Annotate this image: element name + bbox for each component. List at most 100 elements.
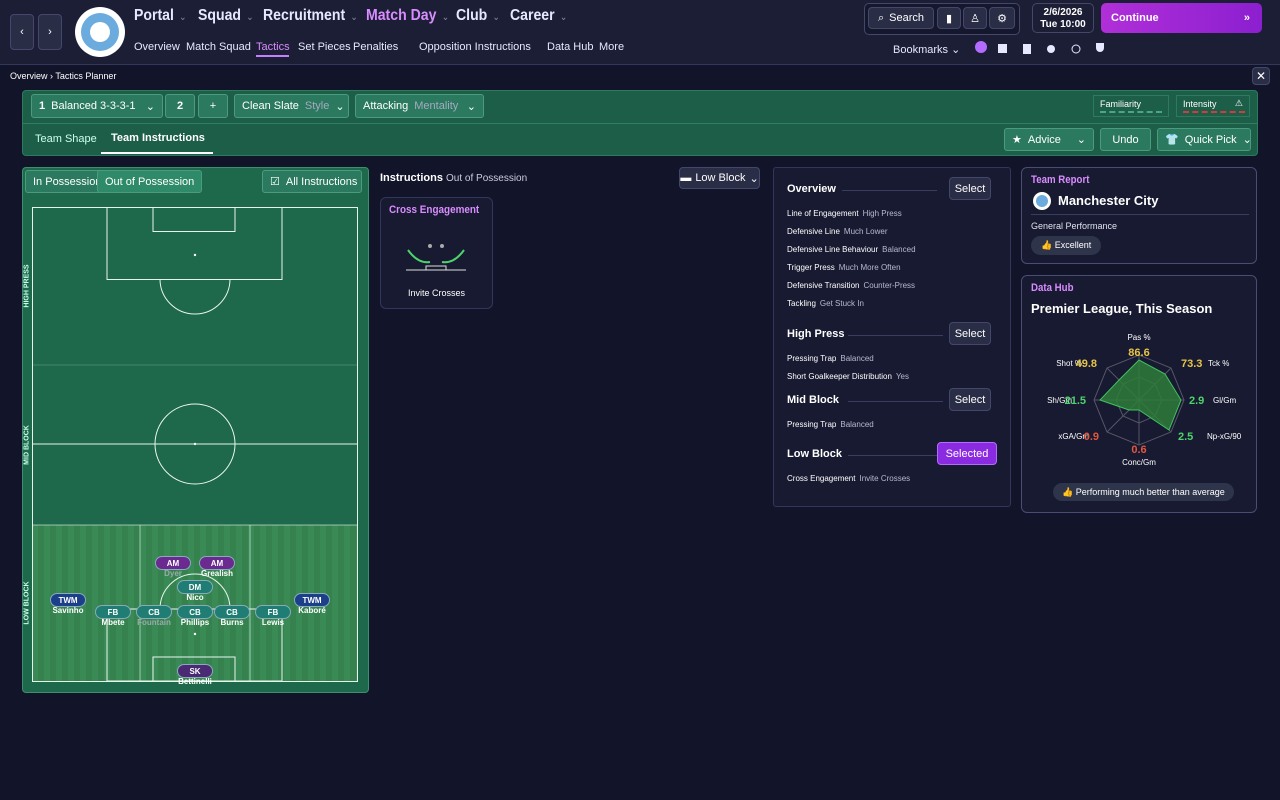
quick-pick-button[interactable]: 👕 Quick Pick ⌄ — [1157, 128, 1252, 151]
breadcrumb: Overview › Tactics Planner — [10, 71, 117, 81]
select-button[interactable]: Select — [949, 177, 991, 200]
instruction-name: Trigger Press — [787, 263, 835, 272]
menu-item[interactable]: Portal ⌄ — [134, 7, 187, 24]
style-select[interactable]: Clean Slate Style ⌄ — [234, 94, 349, 118]
back-button[interactable]: ‹ — [10, 14, 34, 50]
instruction-name: Tackling — [787, 299, 816, 308]
instruction-row: Trigger Press Much More Often — [787, 263, 901, 272]
scout-button[interactable]: ♙ — [963, 7, 987, 29]
bookmarks-label: Bookmarks — [893, 44, 949, 56]
player-role[interactable]: DM — [177, 580, 213, 594]
tactics-underline — [256, 55, 289, 57]
select-button[interactable]: Selected — [937, 442, 997, 465]
submenu-item[interactable]: Data Hub — [547, 41, 594, 53]
player-name: Dyer — [164, 569, 182, 578]
submenu-item[interactable]: Tactics — [256, 41, 290, 53]
submenu-item[interactable]: Match Squad — [186, 41, 251, 53]
player-role[interactable]: AM — [199, 556, 235, 570]
team-name: Manchester City — [1058, 193, 1159, 208]
metric-value: 86.6 — [1128, 347, 1150, 359]
search-button[interactable]: ⌕ Search — [868, 7, 934, 29]
player-name: Lewis — [261, 618, 285, 627]
submenu-item[interactable]: Set Pieces — [298, 41, 351, 53]
undo-button[interactable]: Undo — [1100, 128, 1151, 151]
quick-icons[interactable] — [970, 38, 1110, 60]
tactic-select[interactable]: 1 Balanced 3-3-3-1 ⌄ — [31, 94, 163, 118]
all-instructions-button[interactable]: ☑ All Instructions — [262, 170, 362, 193]
inbox-button[interactable]: ▮ — [937, 7, 961, 29]
team-report-panel — [1021, 167, 1257, 264]
player-role[interactable]: FB — [95, 605, 131, 619]
card-value: Invite Crosses — [407, 288, 466, 298]
advice-button[interactable]: ★ Advice ⌄ — [1004, 128, 1094, 151]
submenu-item[interactable]: More — [599, 41, 625, 53]
metric-label: Tck % — [1208, 359, 1230, 368]
player-role[interactable]: FB — [255, 605, 291, 619]
date: 2/6/2026 — [1043, 7, 1083, 18]
section-title: Overview — [787, 183, 836, 195]
player-role[interactable]: CB — [136, 605, 172, 619]
instruction-row: Line of Engagement High Press — [787, 209, 902, 218]
report-divider — [1031, 214, 1249, 215]
menu-item[interactable]: Career ⌄ — [510, 7, 568, 24]
date-box[interactable]: 2/6/2026 Tue 10:00 — [1032, 3, 1094, 33]
metric-value: 0.9 — [1083, 431, 1099, 443]
metric-label: Sh/Gm — [1047, 396, 1072, 405]
section-title: High Press — [787, 328, 845, 340]
close-button[interactable]: ✕ — [1252, 67, 1270, 85]
player-role[interactable]: CB — [214, 605, 250, 619]
tab-active[interactable]: Team Instructions — [111, 132, 205, 144]
mentality-select[interactable]: Attacking Mentality ⌄ — [355, 94, 484, 118]
submenu-item[interactable]: Penalties — [353, 41, 399, 53]
select-button[interactable]: Select — [949, 322, 991, 345]
instruction-row: Short Goalkeeper Distribution Yes — [787, 372, 909, 381]
submenu-item[interactable]: Opposition Instructions — [419, 41, 531, 53]
metric-label: Gl/Gm — [1213, 396, 1237, 405]
club-logo[interactable] — [74, 6, 126, 58]
player-role[interactable]: TWM — [50, 593, 86, 607]
menu-item[interactable]: Recruitment ⌄ — [263, 7, 358, 24]
tactic-slot[interactable]: 2 — [165, 94, 195, 118]
menu-item[interactable]: Squad ⌄ — [198, 7, 254, 24]
select-button[interactable]: Select — [949, 388, 991, 411]
team-report-title: Team Report — [1031, 174, 1090, 186]
instruction-value: Much More Often — [838, 263, 901, 272]
instructions-title: Instructions — [380, 172, 443, 184]
tab[interactable]: Team Shape — [35, 133, 97, 145]
player-role[interactable]: AM — [155, 556, 191, 570]
section-title: Low Block — [787, 448, 843, 460]
player-name: Kaboré — [298, 606, 326, 615]
instruction-name: Defensive Line Behaviour — [787, 245, 879, 254]
instructions-phase: Out of Possession — [446, 173, 528, 184]
menu-item[interactable]: Club ⌄ — [456, 7, 500, 24]
player-name: Grealish — [200, 569, 234, 578]
forward-button[interactable]: › — [38, 14, 62, 50]
section-title: Mid Block — [787, 394, 839, 406]
metric-value: 49.8 — [1075, 358, 1097, 370]
out-possession-toggle[interactable]: Out of Possession — [97, 170, 203, 193]
section-rule — [848, 335, 943, 336]
player-role[interactable]: TWM — [294, 593, 330, 607]
instruction-value: Balanced — [840, 354, 874, 363]
player-name: Nico — [186, 593, 204, 602]
rating-badge: 👍 Excellent — [1031, 236, 1102, 255]
add-tactic[interactable]: + — [198, 94, 228, 118]
settings-button[interactable]: ⚙ — [989, 7, 1015, 29]
instruction-row: Cross Engagement Invite Crosses — [787, 474, 910, 483]
submenu-item[interactable]: Overview — [134, 41, 180, 53]
phase-filter[interactable]: ▬ Low Block ⌄ — [679, 167, 760, 189]
breadcrumb-link[interactable]: Overview — [10, 71, 48, 81]
bookmarks-button[interactable]: Bookmarks ⌄ — [893, 44, 961, 56]
player-role[interactable]: CB — [177, 605, 213, 619]
metric-value: 21.5 — [1064, 395, 1086, 407]
instruction-name: Short Goalkeeper Distribution — [787, 372, 892, 381]
instruction-card[interactable] — [380, 197, 493, 309]
instruction-value: Counter-Press — [863, 281, 916, 290]
continue-label: Continue — [1111, 12, 1159, 24]
mentality-label: Mentality — [414, 100, 459, 112]
player-role[interactable]: SK — [177, 664, 213, 678]
menu-item[interactable]: Match Day ⌄ — [366, 7, 450, 24]
zone-label: LOW BLOCK — [23, 581, 31, 625]
continue-button[interactable]: Continue» — [1101, 3, 1262, 33]
